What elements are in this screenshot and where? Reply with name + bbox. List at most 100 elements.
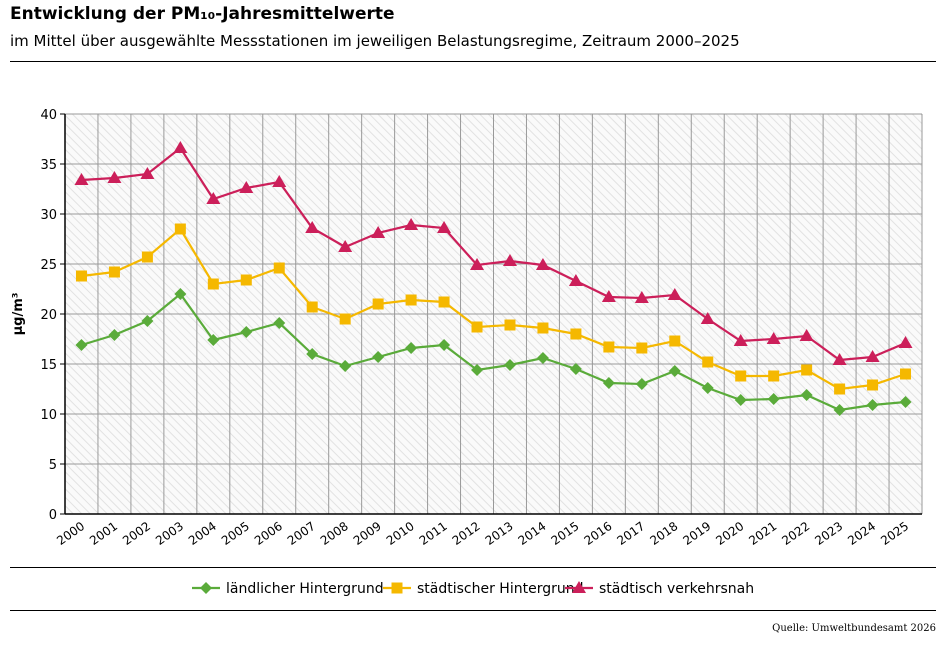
data-point (832, 353, 847, 365)
data-point (74, 173, 89, 185)
y-axis-label: µg/m³ (11, 293, 26, 336)
data-point (733, 334, 748, 346)
data-point (535, 258, 550, 270)
data-point (305, 221, 320, 233)
data-point (107, 171, 122, 183)
data-point (536, 352, 549, 364)
data-point (272, 175, 287, 187)
data-point (635, 378, 648, 390)
bottom-rule (10, 610, 936, 611)
data-point (371, 226, 386, 238)
data-point (75, 270, 87, 282)
legend-marker (391, 582, 403, 594)
y-tick-label: 10 (40, 408, 57, 423)
x-tick-label: 2020 (713, 519, 746, 548)
y-tick-label: 15 (40, 358, 57, 373)
data-point (768, 370, 780, 382)
x-tick-label: 2015 (549, 519, 582, 548)
data-point (470, 258, 485, 270)
x-tick-label: 2004 (186, 519, 219, 548)
data-point (800, 389, 813, 401)
data-point (75, 339, 88, 351)
x-tick-label: 2005 (219, 519, 252, 548)
data-point (471, 321, 483, 333)
data-point (767, 393, 780, 405)
data-point (437, 221, 452, 233)
data-point (174, 288, 187, 300)
y-tick-label: 40 (40, 108, 57, 123)
data-point (669, 335, 681, 347)
data-point (636, 342, 648, 354)
data-point (537, 322, 549, 334)
legend-marker (200, 582, 212, 594)
data-point (667, 288, 682, 300)
legend-top-rule (10, 567, 936, 568)
data-point (338, 240, 353, 252)
data-point (141, 251, 153, 263)
x-tick-label: 2000 (54, 519, 87, 548)
data-point (504, 319, 516, 331)
data-point (273, 262, 285, 274)
top-rule (10, 61, 936, 62)
series-line (81, 146, 906, 362)
data-point (568, 274, 583, 286)
data-point (734, 394, 747, 406)
data-point (867, 379, 879, 391)
chart-subtitle: im Mittel über ausgewählte Messstationen… (10, 32, 740, 50)
data-point (405, 342, 418, 354)
data-point (240, 326, 253, 338)
data-point (735, 370, 747, 382)
x-tick-label: 2017 (614, 519, 647, 548)
x-tick-label: 2023 (812, 519, 845, 548)
data-point (502, 254, 517, 266)
data-point (603, 341, 615, 353)
x-tick-label: 2018 (647, 519, 680, 548)
data-point (866, 399, 879, 411)
x-tick-label: 2001 (87, 519, 120, 548)
data-point (339, 360, 352, 372)
legend-label: städtisch verkehrsnah (599, 581, 754, 597)
data-point (799, 329, 814, 341)
source-note: Quelle: Umweltbundesamt 2026 (772, 623, 936, 634)
legend-marker (572, 581, 586, 593)
data-point (108, 266, 120, 278)
x-tick-label: 2019 (680, 519, 713, 548)
chart-title: Entwicklung der PM₁₀-Jahresmittelwerte (10, 4, 395, 24)
data-point (108, 329, 121, 341)
data-point (471, 364, 484, 376)
data-point (569, 363, 582, 375)
data-point (173, 141, 188, 153)
x-tick-label: 2002 (120, 519, 153, 548)
data-point (141, 315, 154, 327)
x-tick-label: 2008 (318, 519, 351, 548)
data-point (206, 192, 221, 204)
data-point (668, 365, 681, 377)
data-point (372, 351, 385, 363)
data-point (601, 290, 616, 302)
legend-label: städtischer Hintergrund (417, 581, 584, 597)
data-point (834, 383, 846, 395)
data-point (898, 336, 913, 348)
data-point (700, 312, 715, 324)
data-point (801, 364, 813, 376)
x-tick-label: 2009 (351, 519, 384, 548)
data-point (306, 348, 319, 360)
data-point (833, 404, 846, 416)
y-tick-label: 0 (49, 508, 57, 523)
data-point (174, 223, 186, 235)
y-tick-label: 35 (40, 158, 57, 173)
data-point (503, 359, 516, 371)
x-tick-label: 2022 (779, 519, 812, 548)
data-point (865, 350, 880, 362)
x-tick-label: 2007 (285, 519, 318, 548)
x-tick-label: 2011 (417, 519, 450, 548)
x-tick-label: 2016 (582, 519, 615, 548)
data-point (273, 317, 286, 329)
x-tick-label: 2025 (878, 519, 911, 548)
data-point (207, 278, 219, 290)
data-point (900, 368, 912, 380)
x-tick-label: 2014 (516, 519, 549, 548)
data-point (438, 296, 450, 308)
data-point (570, 328, 582, 340)
